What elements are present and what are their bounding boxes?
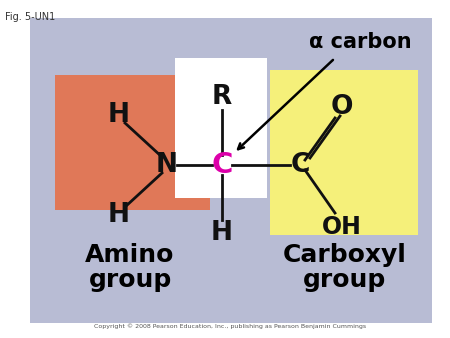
Text: group: group <box>303 268 387 292</box>
Text: Amino: Amino <box>86 243 175 267</box>
Text: Fig. 5-UN1: Fig. 5-UN1 <box>5 12 55 22</box>
Text: O: O <box>331 94 353 120</box>
Bar <box>270 70 418 235</box>
Bar <box>55 75 210 210</box>
Text: Carboxyl: Carboxyl <box>283 243 407 267</box>
Text: H: H <box>108 202 130 228</box>
Text: group: group <box>88 268 171 292</box>
Text: C: C <box>290 152 310 178</box>
Text: OH: OH <box>322 215 362 239</box>
Text: R: R <box>212 84 232 110</box>
Text: C: C <box>212 151 233 179</box>
Text: Copyright © 2008 Pearson Education, Inc., publishing as Pearson Benjamin Cumming: Copyright © 2008 Pearson Education, Inc.… <box>94 323 366 329</box>
Text: H: H <box>211 220 233 246</box>
Text: N: N <box>156 152 178 178</box>
Text: H: H <box>108 102 130 128</box>
Text: α carbon: α carbon <box>309 32 411 52</box>
Bar <box>30 18 432 323</box>
Bar <box>175 58 267 198</box>
